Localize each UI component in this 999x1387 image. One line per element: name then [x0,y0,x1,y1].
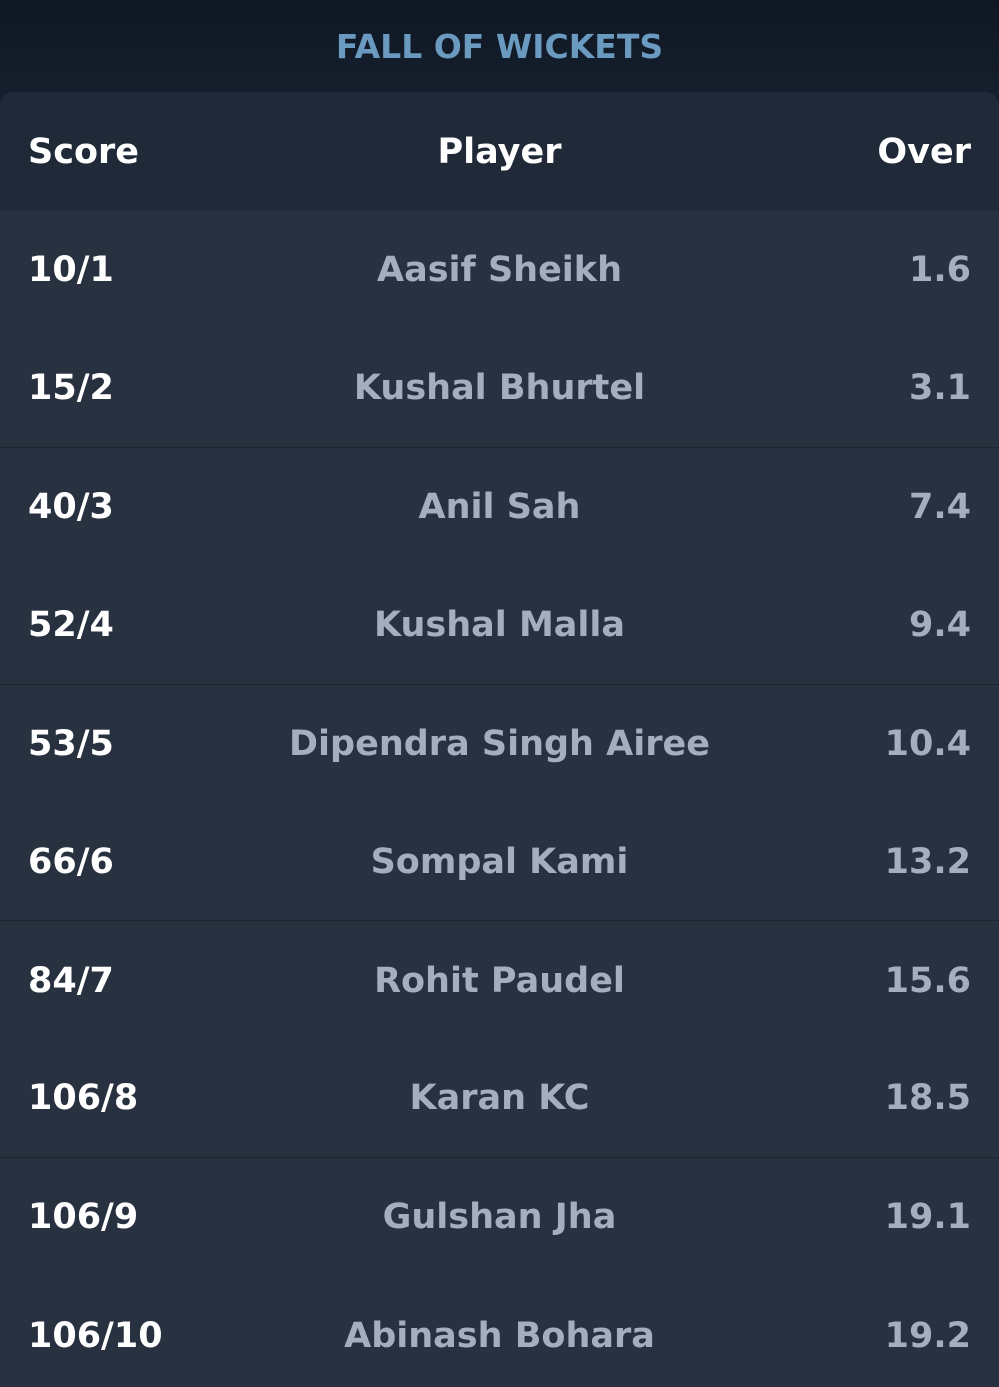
row-player: Dipendra Singh Airee [289,723,710,764]
table-header: Score Player Over [0,92,999,211]
row-over: 15.6 [884,960,971,1001]
row-over: 9.4 [908,604,971,645]
header-player: Player [437,131,562,172]
row-over: 13.2 [884,841,971,882]
row-score: 106/8 [28,1078,139,1119]
header-score: Score [28,131,139,172]
row-score: 53/5 [28,723,114,764]
row-player: Kushal Malla [373,604,626,645]
table-row: 10/1 Aasif Sheikh 1.6 [0,211,999,329]
table-row: 106/8 Karan KC 18.5 [0,1040,999,1159]
fall-of-wickets-table: Score Player Over 10/1 Aasif Sheikh 1.6 … [0,92,999,1387]
row-over: 19.1 [884,1197,971,1238]
row-player: Aasif Sheikh [377,250,622,291]
row-score: 84/7 [28,960,114,1001]
row-over: 10.4 [884,723,971,764]
row-player: Anil Sah [418,486,581,527]
row-player: Kushal Bhurtel [353,368,646,409]
table-row: 84/7 Rohit Paudel 15.6 [0,921,999,1039]
row-score: 106/10 [28,1315,163,1356]
row-score: 10/1 [28,250,114,291]
table-row: 53/5 Dipendra Singh Airee 10.4 [0,685,999,803]
table-row: 52/4 Kushal Malla 9.4 [0,566,999,685]
row-over: 18.5 [884,1078,971,1119]
row-score: 15/2 [28,368,114,409]
row-over: 7.4 [908,486,971,527]
row-score: 106/9 [28,1197,139,1238]
row-over: 1.6 [908,250,971,291]
row-over: 19.2 [884,1315,971,1356]
header-over: Over [877,131,971,172]
row-score: 40/3 [28,486,114,527]
row-player: Karan KC [409,1078,590,1119]
table-row: 15/2 Kushal Bhurtel 3.1 [0,329,999,448]
table-row: 40/3 Anil Sah 7.4 [0,448,999,566]
row-player: Rohit Paudel [374,960,625,1001]
row-score: 66/6 [28,841,114,882]
row-player: Gulshan Jha [382,1197,617,1238]
table-row: 66/6 Sompal Kami 13.2 [0,803,999,922]
row-player: Abinash Bohara [344,1315,655,1356]
section-title: FALL OF WICKETS [335,26,664,66]
table-row: 106/9 Gulshan Jha 19.1 [0,1158,999,1276]
row-score: 52/4 [28,604,114,645]
row-over: 3.1 [908,368,971,409]
row-player: Sompal Kami [370,841,629,882]
table-row: 106/10 Abinash Bohara 19.2 [0,1277,999,1387]
